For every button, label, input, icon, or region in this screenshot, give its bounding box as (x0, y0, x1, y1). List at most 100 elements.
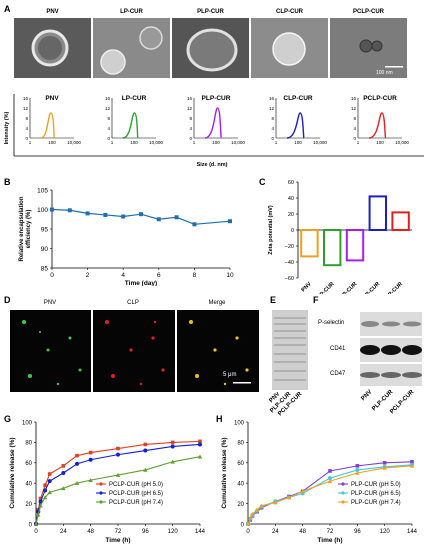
x-axis-label: Time (h) (317, 537, 342, 544)
xtick-label: 0 (246, 529, 250, 535)
data-point (198, 442, 202, 447)
dls-xtick: 1 (29, 140, 32, 145)
ytick-label: 80 (25, 441, 32, 447)
y-axis-label: Relative encapsulationefficiency (%) (19, 196, 32, 261)
data-point (75, 453, 79, 458)
dls-ytick: 4 (189, 126, 192, 131)
ytick-label: 20 (237, 502, 244, 508)
data-point (61, 464, 66, 468)
tem-image-plp-cur (172, 18, 249, 78)
ytick-label: 40 (237, 482, 244, 488)
xtick-label: 0 (50, 272, 54, 279)
panel-letter-d: D (4, 295, 11, 305)
ytick-label: −20 (285, 244, 294, 250)
data-point (409, 463, 415, 468)
dls-xtick: 10,000 (395, 140, 409, 145)
dls-xtick: 100 (130, 140, 138, 145)
tem-image-clp-cur (251, 18, 328, 78)
data-point (355, 464, 360, 468)
data-point (61, 471, 66, 475)
data-point (382, 461, 387, 465)
data-point (170, 444, 175, 449)
category-label: PNV (301, 281, 313, 293)
dls-ytick: 4 (107, 126, 110, 131)
release-chart-plp: 100 80 60 40 20 00 24 48 72 96 120 144 Time (h) Cumul… (221, 420, 418, 544)
data-point (192, 222, 197, 227)
tem-image-pclp-cur: 100 nm (330, 18, 407, 78)
data-point (85, 211, 90, 216)
blot-label-p-selectin: P-selectin (318, 320, 345, 326)
data-point (382, 465, 387, 470)
legend-label: PCLP-CUR (pH 5.0) (109, 482, 163, 488)
ytick-label: −40 (285, 260, 294, 266)
data-point (42, 495, 48, 500)
dls-xtick: 10,000 (313, 140, 327, 145)
dls-ytick: 12 (269, 106, 275, 111)
dls-xtick: 10,000 (231, 140, 245, 145)
data-point (38, 503, 43, 508)
data-point (300, 489, 305, 494)
dls-series-name: PLP-CUR (202, 95, 231, 102)
data-point (139, 212, 143, 217)
xtick-label: 8 (193, 272, 197, 279)
panel-letter-a: A (4, 4, 11, 14)
data-point (103, 212, 108, 217)
data-point (143, 442, 148, 447)
tem-title-pclp-cur: PCLP-CUR (353, 9, 384, 15)
xtick-label: 96 (142, 529, 149, 535)
dls-xtick: 1 (357, 140, 360, 145)
blot-lane-label: PNV (360, 389, 373, 402)
data-point (121, 214, 126, 219)
ytick-label: 60 (237, 461, 244, 467)
legend-marker (99, 500, 103, 504)
legend-label: PCLP-CUR (pH 7.4) (109, 500, 163, 506)
data-point (286, 495, 292, 500)
y-axis-label: Cumulative release (%) (9, 437, 16, 508)
dls-ytick: 16 (269, 96, 275, 101)
ytick-label: 0 (29, 522, 33, 528)
bar-pclp-cur (391, 211, 410, 232)
ytick-label: 85 (41, 266, 49, 273)
data-point (273, 500, 278, 505)
data-point (245, 521, 251, 526)
dls-ytick: 16 (105, 96, 111, 101)
ytick-label: 20 (288, 212, 294, 218)
dls-xtick: 100 (294, 140, 302, 145)
dls-xtick: 1 (111, 140, 114, 145)
category-label: LP-CUR (317, 281, 336, 294)
x-axis-label: Time (day) (125, 280, 157, 286)
data-point (197, 454, 203, 459)
data-point (33, 521, 39, 526)
y-axis-label: Cumulative release (%) (221, 437, 228, 508)
ytick-label: 40 (288, 196, 294, 202)
data-point (248, 515, 253, 520)
dls-ytick: 0 (271, 136, 274, 141)
encapsulation-efficiency-chart: 105 100 95 90 850 2 4 6 8 10 Time (day) Relative en… (19, 188, 234, 287)
category-label: PLP-CUR (337, 281, 359, 294)
y-axis-label-line: Relative encapsulation (19, 196, 25, 261)
panel-letter-c: C (259, 177, 266, 187)
blot-label-cd47: CD47 (330, 371, 346, 377)
dls-series-name: LP-CUR (122, 95, 147, 102)
data-point (88, 450, 93, 455)
dls-ytick: 16 (187, 96, 193, 101)
fluor-title-pnv: PNV (43, 300, 57, 306)
legend-marker (99, 491, 103, 495)
data-point (355, 467, 360, 472)
legend-marker (341, 482, 345, 486)
dls-ytick: 0 (25, 136, 28, 141)
data-point (259, 503, 264, 508)
panel-letter-h: H (216, 414, 223, 424)
dls-ytick: 4 (353, 126, 356, 131)
dls-ytick: 16 (23, 96, 29, 101)
data-point (115, 472, 121, 477)
dls-ytick: 8 (271, 116, 274, 121)
data-point (43, 483, 47, 488)
panel-letter-g: G (4, 414, 12, 424)
data-point (88, 457, 93, 462)
dls-xtick: 10,000 (67, 140, 81, 145)
xtick-label: 72 (327, 529, 334, 535)
bar-lp-cur (322, 229, 342, 267)
xtick-label: 24 (60, 529, 67, 535)
